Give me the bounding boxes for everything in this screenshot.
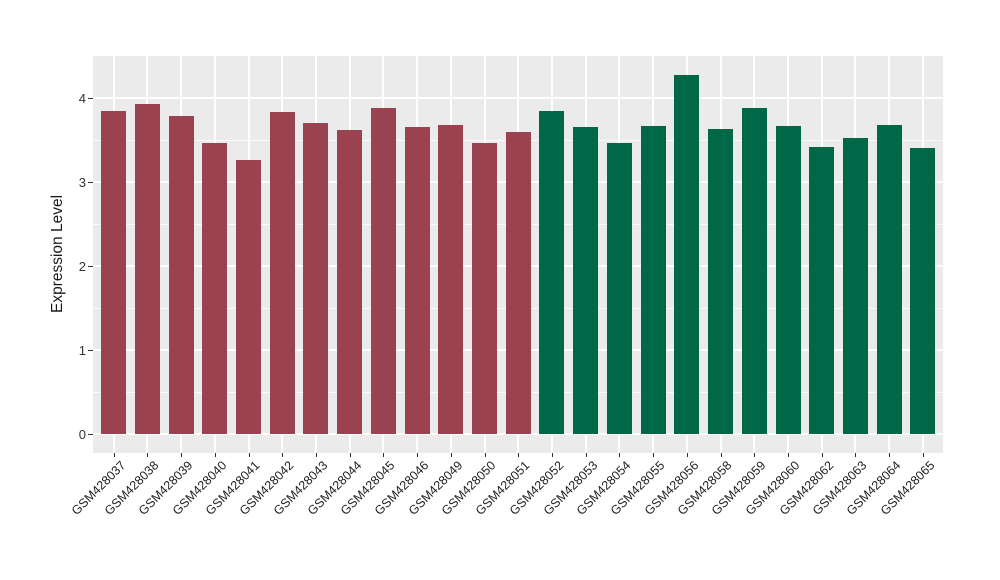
y-tick-label-1: 1 bbox=[78, 342, 86, 358]
x-tick-mark-GSM428050 bbox=[484, 453, 486, 457]
y-tick-mark-4 bbox=[88, 97, 93, 99]
bar-GSM428046 bbox=[404, 127, 430, 434]
x-tick-mark-GSM428044 bbox=[349, 453, 351, 457]
bar-GSM428040 bbox=[202, 142, 228, 434]
bar-GSM428053 bbox=[573, 126, 599, 434]
bar-GSM428045 bbox=[370, 108, 396, 434]
bar-GSM428041 bbox=[236, 160, 262, 434]
bar-GSM428038 bbox=[134, 103, 160, 434]
y-tick-mark-0 bbox=[88, 433, 93, 435]
bar-GSM428059 bbox=[741, 108, 767, 434]
y-tick-mark-1 bbox=[88, 349, 93, 351]
x-tick-mark-GSM428039 bbox=[181, 453, 183, 457]
bar-GSM428052 bbox=[539, 110, 565, 434]
bar-GSM428054 bbox=[606, 142, 632, 434]
bar-GSM428050 bbox=[472, 143, 498, 434]
y-tick-label-0: 0 bbox=[78, 426, 86, 442]
x-tick-mark-GSM428059 bbox=[754, 453, 756, 457]
x-tick-mark-GSM428049 bbox=[450, 453, 452, 457]
y-tick-label-4: 4 bbox=[78, 90, 86, 106]
bar-GSM428042 bbox=[269, 112, 295, 434]
x-tick-mark-GSM428041 bbox=[248, 453, 250, 457]
bar-GSM428044 bbox=[337, 129, 363, 434]
x-tick-mark-GSM428065 bbox=[922, 453, 924, 457]
x-tick-mark-GSM428053 bbox=[585, 453, 587, 457]
x-tick-mark-GSM428063 bbox=[855, 453, 857, 457]
x-tick-mark-GSM428054 bbox=[619, 453, 621, 457]
y-axis-title: Expression Level bbox=[49, 194, 66, 314]
x-tick-mark-GSM428058 bbox=[720, 453, 722, 457]
y-tick-label-3: 3 bbox=[78, 174, 86, 190]
bar-GSM428062 bbox=[809, 146, 835, 434]
x-tick-mark-GSM428046 bbox=[417, 453, 419, 457]
bar-GSM428037 bbox=[101, 110, 127, 434]
bar-GSM428056 bbox=[674, 75, 700, 434]
x-tick-mark-GSM428043 bbox=[315, 453, 317, 457]
x-tick-mark-GSM428056 bbox=[686, 453, 688, 457]
bar-GSM428039 bbox=[168, 115, 194, 434]
x-tick-mark-GSM428055 bbox=[653, 453, 655, 457]
x-tick-mark-GSM428062 bbox=[821, 453, 823, 457]
bar-GSM428043 bbox=[303, 123, 329, 434]
bar-GSM428060 bbox=[775, 125, 801, 434]
x-tick-mark-GSM428040 bbox=[214, 453, 216, 457]
bar-GSM428051 bbox=[505, 132, 531, 434]
plot-panel bbox=[93, 56, 943, 453]
x-tick-mark-GSM428042 bbox=[282, 453, 284, 457]
x-tick-mark-GSM428045 bbox=[383, 453, 385, 457]
x-tick-mark-GSM428052 bbox=[551, 453, 553, 457]
x-tick-mark-GSM428064 bbox=[889, 453, 891, 457]
x-tick-mark-GSM428051 bbox=[518, 453, 520, 457]
x-tick-mark-GSM428037 bbox=[113, 453, 115, 457]
bar-GSM428064 bbox=[876, 124, 902, 434]
bar-GSM428049 bbox=[438, 124, 464, 434]
x-tick-mark-GSM428060 bbox=[788, 453, 789, 457]
bar-GSM428055 bbox=[640, 125, 666, 434]
y-tick-mark-2 bbox=[88, 265, 93, 267]
bar-GSM428058 bbox=[708, 129, 734, 434]
y-tick-label-2: 2 bbox=[78, 258, 86, 274]
x-tick-mark-GSM428038 bbox=[147, 453, 149, 457]
bar-GSM428065 bbox=[910, 147, 936, 434]
bar-GSM428063 bbox=[842, 138, 868, 434]
y-tick-mark-3 bbox=[88, 181, 93, 183]
